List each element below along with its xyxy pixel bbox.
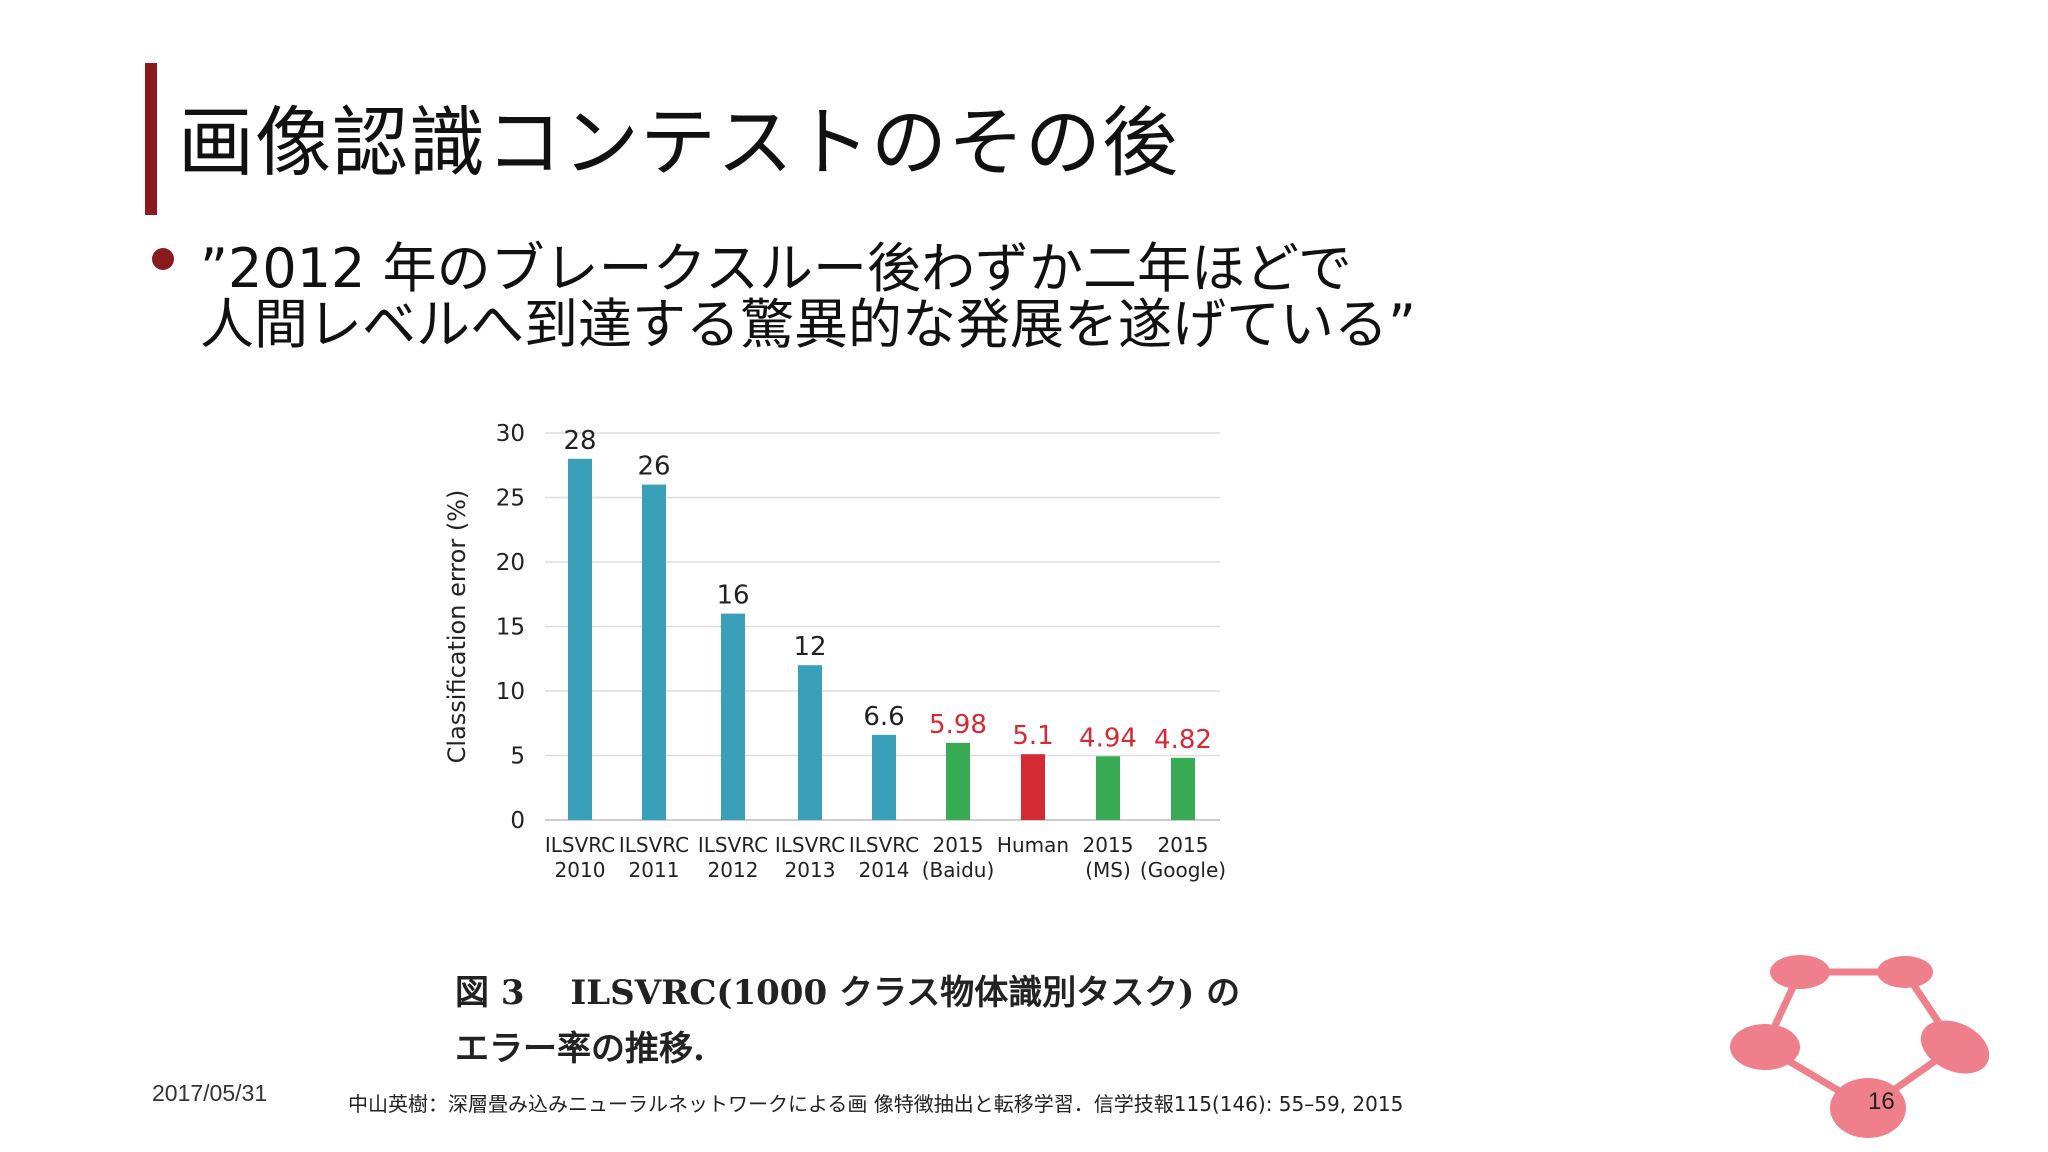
data-label: 12 xyxy=(793,632,826,662)
x-tick-label: (Google) xyxy=(1140,858,1226,882)
figure-caption-line-1: 図 3 ILSVRC(1000 クラス物体識別タスク) の xyxy=(455,973,1241,1013)
x-tick-label: ILSVRC xyxy=(619,833,689,857)
y-tick-label: 20 xyxy=(496,550,525,576)
y-axis-label: Classification error (%) xyxy=(443,490,471,764)
y-tick-label: 0 xyxy=(510,808,525,834)
y-tick-label: 10 xyxy=(496,679,525,705)
x-tick-label: 2010 xyxy=(555,858,606,882)
data-label: 16 xyxy=(716,581,749,611)
slide-title: 画像認識コンテストのその後 xyxy=(178,98,1179,187)
x-tick-label: ILSVRC xyxy=(775,833,845,857)
bar xyxy=(1096,756,1120,820)
data-label: 4.94 xyxy=(1079,723,1137,753)
data-label: 26 xyxy=(637,452,670,482)
y-tick-label: 5 xyxy=(510,744,525,770)
y-tick-label: 15 xyxy=(496,615,525,641)
bar xyxy=(872,734,896,820)
slide-date: 2017/05/31 xyxy=(152,1080,268,1106)
bar xyxy=(946,742,970,820)
x-tick-label: 2015 xyxy=(1083,833,1134,857)
bar xyxy=(568,458,592,820)
network-logo-icon xyxy=(1730,955,1990,1138)
x-tick-label: 2013 xyxy=(785,858,836,882)
x-tick-label: 2011 xyxy=(629,858,680,882)
x-tick-label: 2012 xyxy=(708,858,759,882)
x-tick-label: ILSVRC xyxy=(698,833,768,857)
bar xyxy=(1021,754,1045,820)
x-tick-label: 2015 xyxy=(1158,833,1209,857)
bullet-text-line-1: ”2012 年のブレークスルー後わずか二年ほどで xyxy=(200,237,1352,300)
x-tick-label: (Baidu) xyxy=(922,858,995,882)
title-accent-bar xyxy=(145,63,157,215)
x-tick-label: Human xyxy=(997,833,1069,857)
data-label: 4.82 xyxy=(1154,725,1212,755)
bar xyxy=(1171,757,1195,820)
page-number: 16 xyxy=(1868,1088,1895,1115)
x-tick-label: 2015 xyxy=(933,833,984,857)
x-tick-label: ILSVRC xyxy=(849,833,919,857)
bar xyxy=(721,613,745,820)
error-rate-bar-chart: 0 5 10 15 20 25 30 Classification error (%) 28 IL… xyxy=(443,421,1226,882)
data-label: 28 xyxy=(563,426,596,456)
x-tick-label: 2014 xyxy=(859,858,910,882)
bar xyxy=(642,484,666,820)
bullet-text-line-2: 人間レベルへ到達する驚異的な発展を遂げている” xyxy=(200,293,1416,356)
y-tick-label: 30 xyxy=(496,421,525,447)
y-tick-label: 25 xyxy=(496,486,525,512)
bar xyxy=(798,665,822,820)
data-label: 5.98 xyxy=(929,710,987,740)
data-label: 6.6 xyxy=(863,702,904,732)
x-tick-label: (MS) xyxy=(1085,858,1131,882)
data-label: 5.1 xyxy=(1012,721,1053,751)
figure-caption-line-2: エラー率の推移. xyxy=(455,1029,705,1069)
bullet-icon xyxy=(152,248,174,270)
x-tick-label: ILSVRC xyxy=(545,833,615,857)
reference-citation: 中山英樹：深層畳み込みニューラルネットワークによる画 像特徴抽出と転移学習．信学… xyxy=(348,1092,1404,1116)
